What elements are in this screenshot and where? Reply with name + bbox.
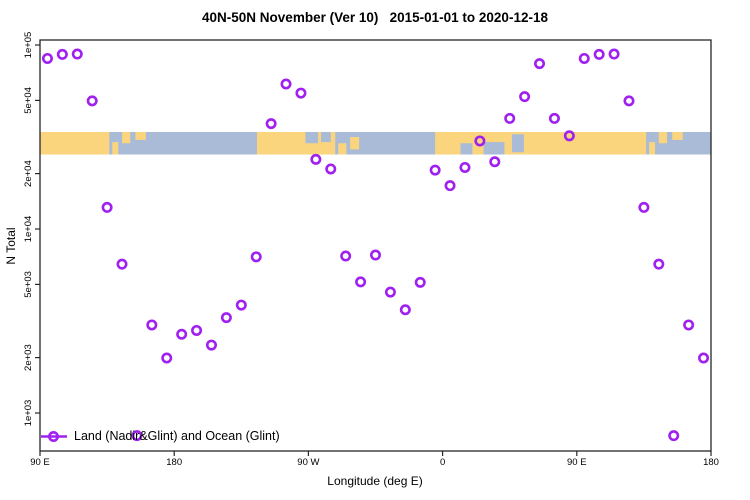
x-tick-label: 90 W [297, 457, 319, 468]
x-tick-label: 180 [166, 457, 182, 468]
data-point-175E [698, 352, 710, 364]
map-band-water-patch [511, 134, 524, 153]
data-point-125E [623, 95, 635, 107]
map-band-land [672, 132, 683, 140]
x-tick-label: 90 E [567, 457, 587, 468]
data-point-5W [429, 164, 441, 176]
legend-marker-icon [47, 430, 59, 442]
data-point-35W [384, 286, 396, 298]
data-point-145E [116, 258, 128, 270]
data-point-135E [101, 201, 113, 213]
data-point-45E [504, 112, 516, 124]
data-point-25E [474, 135, 486, 147]
y-tick-label: 1e+04 [23, 216, 34, 243]
data-point-125W [250, 251, 262, 263]
map-band-land [350, 137, 360, 150]
data-point-155W [205, 339, 217, 351]
data-point-15E [459, 161, 471, 173]
y-tick-label: 2e+04 [23, 160, 34, 187]
data-point-95E [578, 52, 590, 64]
x-tick-label: 180 [703, 457, 719, 468]
data-point-45W [369, 249, 381, 261]
data-point-145E [653, 258, 665, 270]
data-point-15W [414, 276, 426, 288]
map-band-land [112, 142, 119, 155]
map-band-land [40, 132, 110, 155]
x-tick-label: 90 E [30, 457, 50, 468]
chart-title: 40N-50N November (Ver 10) 2015-01-01 to … [202, 10, 548, 25]
data-point-25W [399, 304, 411, 316]
data-point-35E [489, 156, 501, 168]
data-point-95W [295, 87, 307, 99]
data-point-65W [340, 250, 352, 262]
map-band-land [135, 132, 146, 140]
data-point-175W [176, 328, 188, 340]
data-point-85E [563, 130, 575, 142]
data-point-165E [146, 319, 158, 331]
data-point-115E [71, 48, 83, 60]
y-tick-label: 1e+03 [23, 400, 34, 427]
data-point-55E [519, 91, 531, 103]
data-point-135W [235, 299, 247, 311]
y-tick-label: 2e+03 [23, 344, 34, 371]
y-tick-label: 5e+03 [23, 271, 34, 298]
data-point-85W [310, 153, 322, 165]
data-point-75E [548, 112, 560, 124]
y-tick-label: 1e+05 [23, 32, 34, 59]
data-point-115W [265, 118, 277, 130]
data-point-75W [325, 163, 337, 175]
data-point-105E [56, 48, 68, 60]
plot-box [39, 39, 712, 452]
data-point-115E [608, 48, 620, 60]
data-point-55W [355, 276, 367, 288]
x-axis-title: Longitude (deg E) [327, 474, 423, 488]
x-tick-label: 0 [440, 457, 445, 468]
data-point-165W [191, 324, 203, 336]
data-point-175E [161, 352, 173, 364]
map-band-land [649, 142, 656, 155]
y-tick-label: 5e+04 [23, 87, 34, 114]
map-band-water-patch [321, 132, 331, 143]
data-point-145W [220, 312, 232, 324]
data-point-65E [534, 58, 546, 70]
data-point-165E [683, 319, 695, 331]
map-band-water-patch [305, 132, 319, 144]
legend-label: Land (Nadir&Glint) and Ocean (Glint) [74, 429, 280, 443]
map-band-land [338, 143, 347, 155]
data-point-5E [444, 180, 456, 192]
map-band-water-patch [460, 143, 473, 155]
data-point-105E [593, 48, 605, 60]
data-point-125E [86, 95, 98, 107]
map-band-water-patch [483, 142, 505, 155]
map-band-land [122, 132, 131, 144]
data-point-155E [131, 430, 143, 442]
data-point-135E [638, 201, 650, 213]
data-point-95E [41, 52, 53, 64]
map-band-land [658, 132, 668, 144]
data-point-155E [668, 430, 680, 442]
data-point-105W [280, 78, 292, 90]
